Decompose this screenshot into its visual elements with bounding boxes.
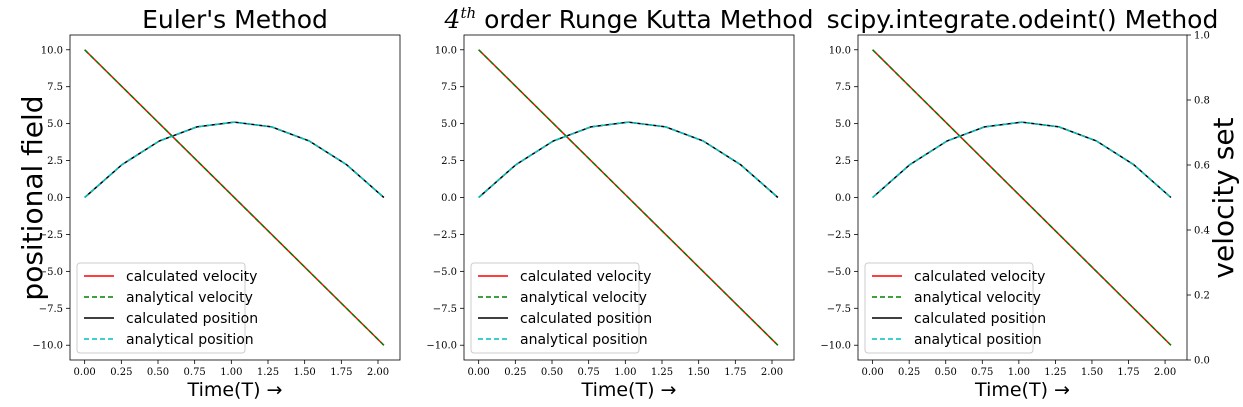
y-tick-label: −7.5 xyxy=(39,304,63,315)
x-tick-label: 1.00 xyxy=(1008,367,1030,378)
series-line-analytical-velocity xyxy=(478,49,779,346)
legend-box xyxy=(76,262,246,354)
y-tick-label: 10.0 xyxy=(829,45,851,56)
x-axis-label: Time(T) → xyxy=(581,379,677,401)
x-tick-label: 0.50 xyxy=(935,367,957,378)
x-tick-label: 1.50 xyxy=(294,367,316,378)
y-tick-label: −2.5 xyxy=(39,230,63,241)
right-y-tick-label: 1.0 xyxy=(1194,31,1210,42)
x-tick-label: 0.50 xyxy=(147,367,169,378)
legend-entry-calculated-velocity: calculated velocity xyxy=(520,269,651,285)
x-tick-label: 1.50 xyxy=(688,367,710,378)
legend-entry-analytical-velocity: analytical velocity xyxy=(520,290,647,306)
title-rest: order Runge Kutta Method xyxy=(476,5,813,34)
y-tick-label: 10.0 xyxy=(435,45,457,56)
series-line-analytical-position xyxy=(478,121,779,199)
x-tick-label: 1.50 xyxy=(1081,367,1103,378)
y-tick-label: −2.5 xyxy=(433,230,457,241)
series-line-analytical-position xyxy=(872,121,1172,199)
y-tick-label: 5.0 xyxy=(441,119,457,130)
x-tick-label: 0.50 xyxy=(541,367,563,378)
chart-panel-1: 0.00 0.25 0.50 0.75 1.00 1.25 1.50 1.75 2.00 −10.… xyxy=(32,5,401,401)
legend-entry-calculated-velocity: calculated velocity xyxy=(914,269,1045,285)
right-y-tick-label: 0.0 xyxy=(1194,356,1210,367)
title-superscript: th xyxy=(460,4,476,22)
chart-title: scipy.integrate.odeint() Method xyxy=(827,5,1219,34)
y-tick-label: 7.5 xyxy=(441,82,457,93)
x-tick-label: 1.25 xyxy=(1044,367,1066,378)
chart-panel-3: 0.00 0.25 0.50 0.75 1.00 1.25 1.50 1.75 2.00 −10.… xyxy=(820,5,1218,401)
chart-panel-2: 0.00 0.25 0.50 0.75 1.00 1.25 1.50 1.75 2.00 −10.… xyxy=(426,4,813,401)
x-tick-label: 1.00 xyxy=(220,367,242,378)
y-tick-label: −5.0 xyxy=(827,267,851,278)
y-tick-label: −10.0 xyxy=(426,341,457,352)
y-tick-label: 7.5 xyxy=(835,82,851,93)
y-tick-label: −10.0 xyxy=(820,341,851,352)
left-y-axis-label: positional field xyxy=(16,95,49,300)
series-line-analytical-velocity xyxy=(872,49,1172,346)
x-tick-label: 2.00 xyxy=(761,367,783,378)
x-tick-label: 2.00 xyxy=(367,367,389,378)
right-y-tick-label: 0.8 xyxy=(1194,96,1210,107)
y-tick-label: 0.0 xyxy=(441,193,457,204)
legend-entry-analytical-position: analytical position xyxy=(126,332,254,348)
y-tick-label: 10.0 xyxy=(41,45,63,56)
y-tick-label: 0.0 xyxy=(835,193,851,204)
y-tick-label: −2.5 xyxy=(827,230,851,241)
x-tick-label: 2.00 xyxy=(1154,367,1176,378)
x-tick-label: 0.25 xyxy=(110,367,132,378)
x-tick-label: 0.75 xyxy=(184,367,206,378)
right-y-tick-label: 0.2 xyxy=(1194,291,1210,302)
y-tick-label: −5.0 xyxy=(433,267,457,278)
x-tick-label: 0.75 xyxy=(971,367,993,378)
x-tick-label: 1.75 xyxy=(1117,367,1139,378)
x-tick-label: 0.75 xyxy=(578,367,600,378)
x-tick-label: 0.00 xyxy=(74,367,96,378)
legend-entry-calculated-position: calculated position xyxy=(914,311,1046,327)
series-line-analytical-position xyxy=(84,121,385,199)
legend-entry-analytical-position: analytical position xyxy=(914,332,1042,348)
legend-entry-calculated-position: calculated position xyxy=(126,311,258,327)
right-y-axis-label: velocity set xyxy=(1207,117,1240,278)
x-tick-label: 1.25 xyxy=(257,367,279,378)
y-tick-label: 0.0 xyxy=(47,193,63,204)
x-tick-label: 1.75 xyxy=(330,367,352,378)
x-axis-label: Time(T) → xyxy=(974,379,1070,401)
legend-entry-calculated-position: calculated position xyxy=(520,311,652,327)
x-axis-label: Time(T) → xyxy=(187,379,283,401)
y-tick-label: 5.0 xyxy=(835,119,851,130)
x-tick-label: 0.00 xyxy=(468,367,490,378)
y-tick-label: −10.0 xyxy=(32,341,63,352)
chart-title: Euler's Method xyxy=(142,5,328,34)
y-tick-label: 2.5 xyxy=(47,156,63,167)
legend-entry-analytical-velocity: analytical velocity xyxy=(126,290,253,306)
legend-box xyxy=(470,262,640,354)
x-tick-label: 0.25 xyxy=(504,367,526,378)
y-tick-label: 7.5 xyxy=(47,82,63,93)
x-tick-label: 0.25 xyxy=(898,367,920,378)
x-tick-label: 1.75 xyxy=(724,367,746,378)
x-tick-label: 1.25 xyxy=(651,367,673,378)
y-tick-label: 2.5 xyxy=(441,156,457,167)
legend-box xyxy=(864,262,1034,354)
right-y-tick-label: 0.4 xyxy=(1194,226,1210,237)
y-tick-label: 2.5 xyxy=(835,156,851,167)
legend-entry-analytical-position: analytical position xyxy=(520,332,648,348)
title-ordinal: 4 xyxy=(444,5,461,34)
legend-entry-analytical-velocity: analytical velocity xyxy=(914,290,1041,306)
y-tick-label: 5.0 xyxy=(47,119,63,130)
series-line-analytical-velocity xyxy=(84,49,385,346)
y-tick-label: −7.5 xyxy=(433,304,457,315)
legend-entry-calculated-velocity: calculated velocity xyxy=(126,269,257,285)
y-tick-label: −5.0 xyxy=(39,267,63,278)
right-y-tick-label: 0.6 xyxy=(1194,161,1210,172)
x-tick-label: 0.00 xyxy=(861,367,883,378)
chart-title: 4th order Runge Kutta Method xyxy=(444,4,814,34)
x-tick-label: 1.00 xyxy=(614,367,636,378)
y-tick-label: −7.5 xyxy=(827,304,851,315)
